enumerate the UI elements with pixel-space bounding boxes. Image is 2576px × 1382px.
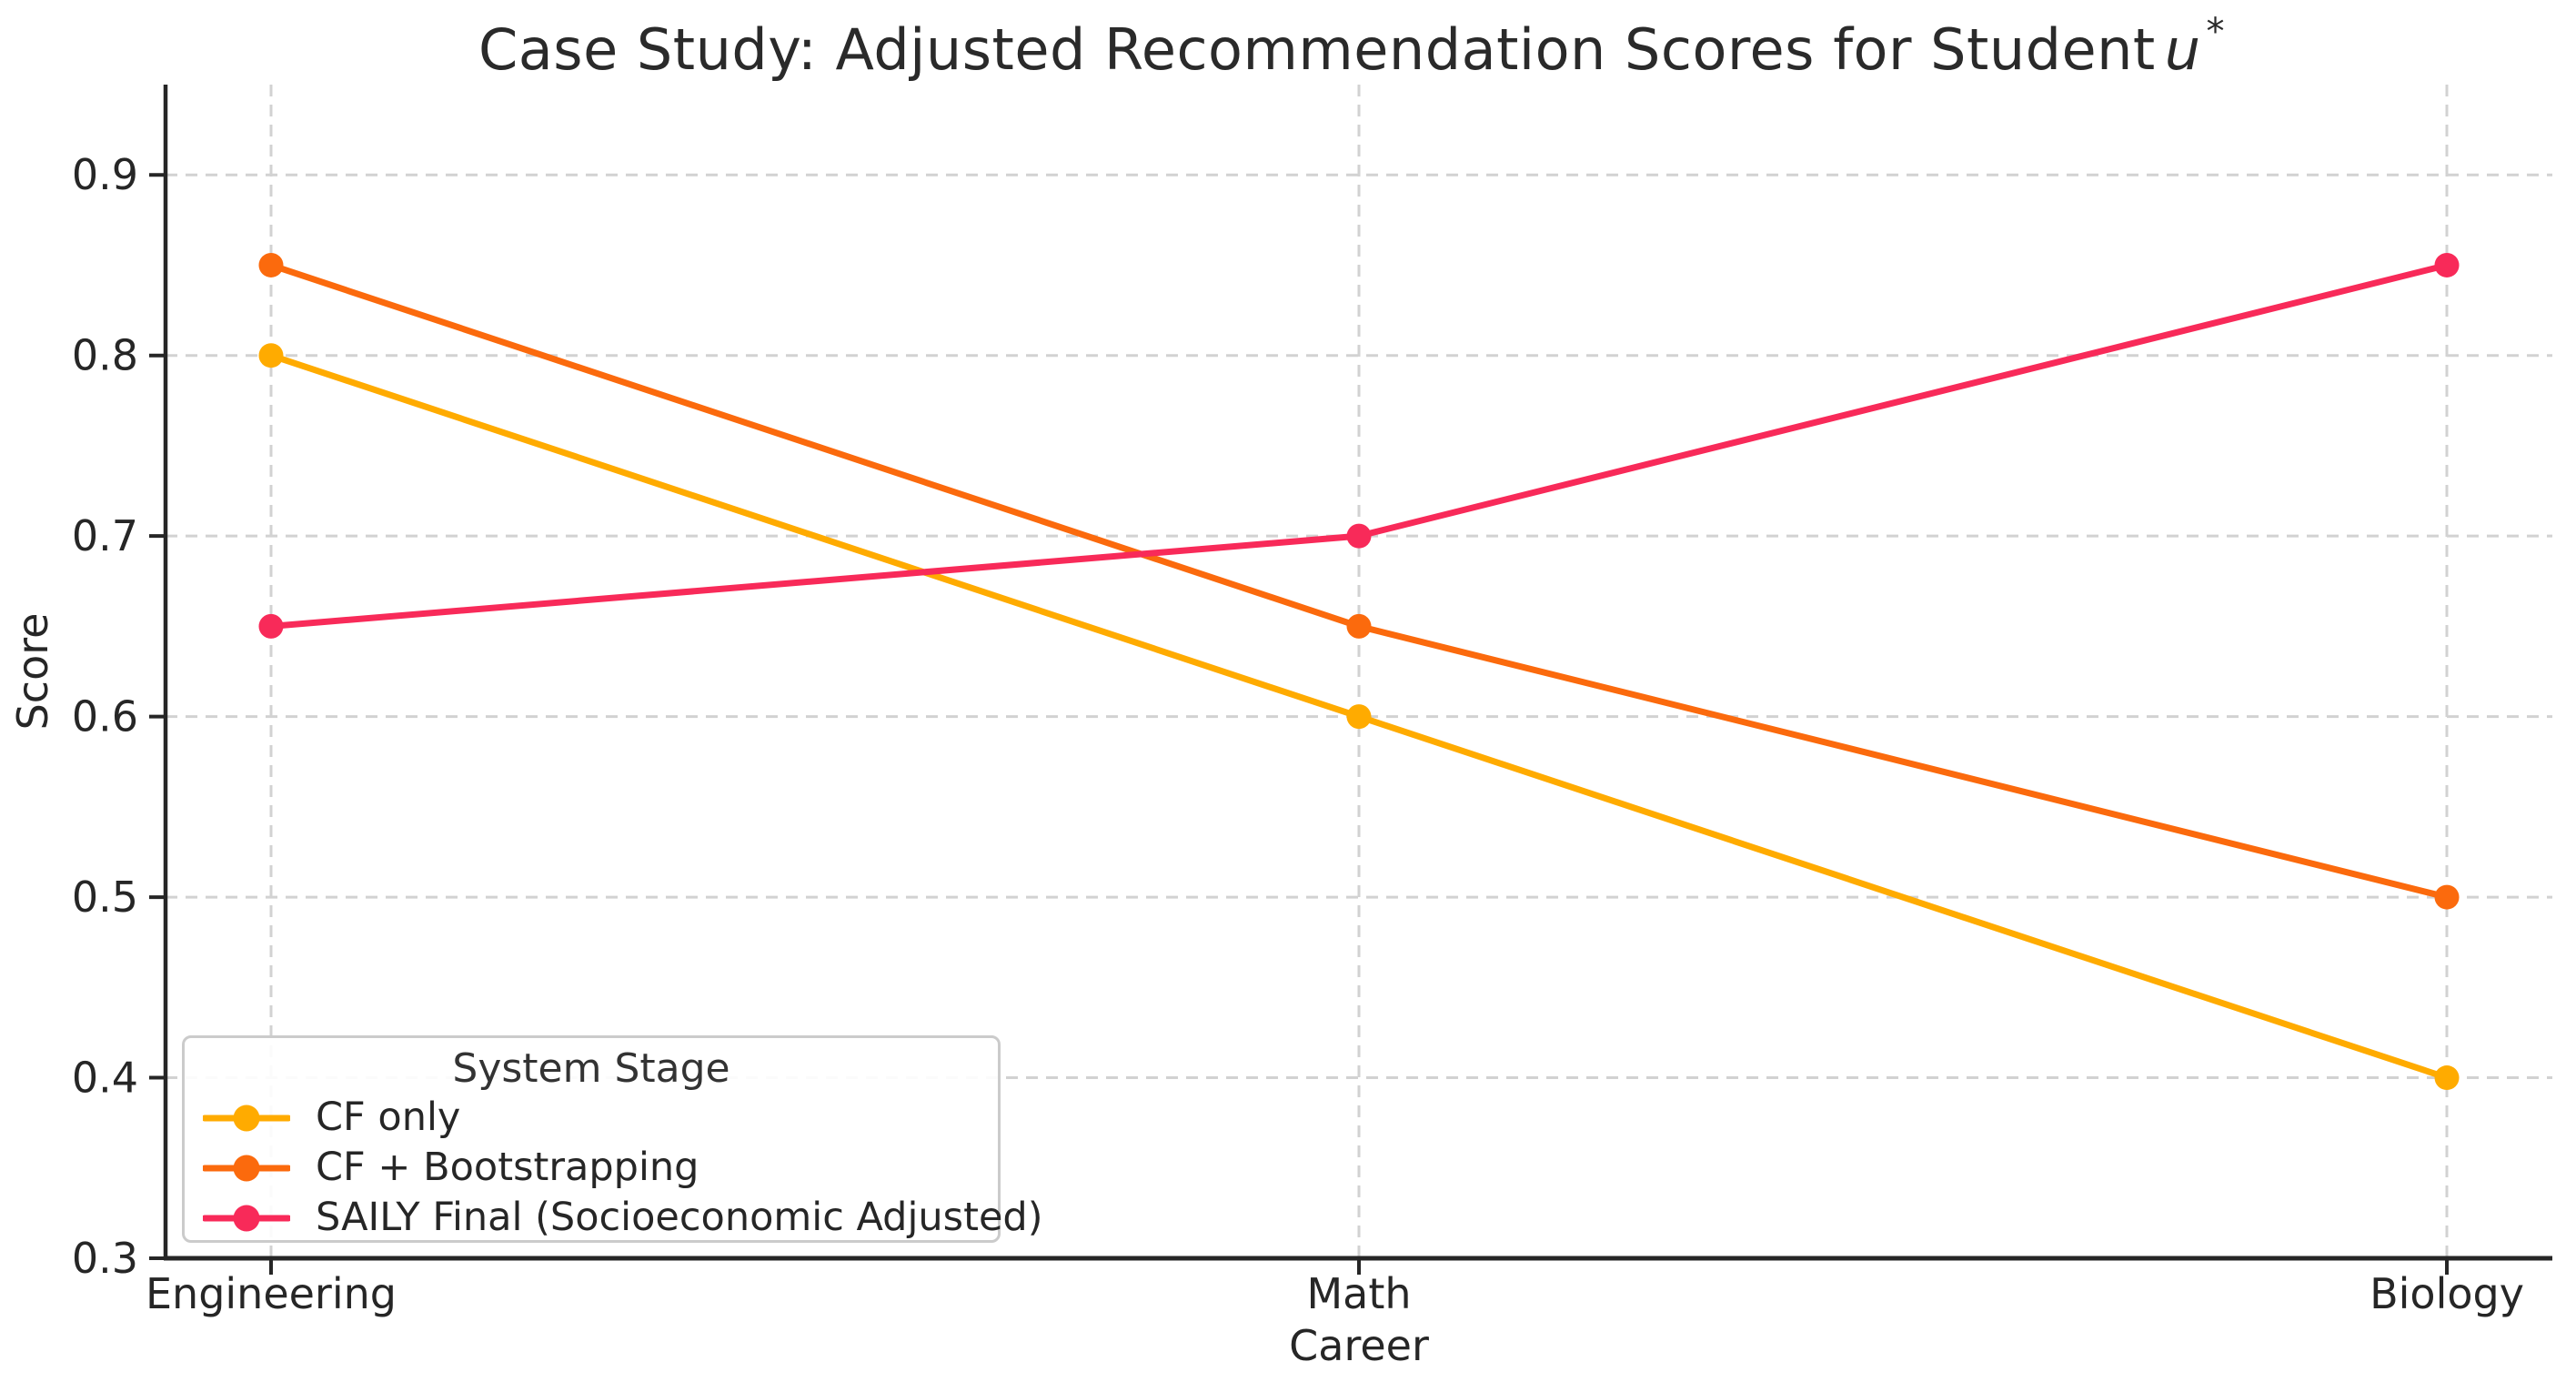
legend-marker-dot	[233, 1105, 260, 1131]
data-point-marker	[258, 613, 284, 639]
legend-marker-dot	[233, 1155, 260, 1181]
x-tick-label: Engineering	[146, 1269, 397, 1318]
data-point-marker	[1346, 523, 1372, 549]
data-point-marker	[2434, 1065, 2460, 1091]
data-point-marker	[2434, 252, 2460, 277]
data-point-marker	[2434, 884, 2460, 910]
legend-marker-dot	[233, 1205, 260, 1231]
x-tick-label: Biology	[2370, 1269, 2524, 1318]
x-axis-label: Career	[1289, 1321, 1429, 1370]
y-tick-label: 0.9	[72, 150, 138, 199]
y-tick-label: 0.3	[72, 1234, 138, 1283]
y-tick-label: 0.6	[72, 692, 138, 741]
data-point-marker	[1346, 613, 1372, 639]
legend-item: SAILY Final (Socioeconomic Adjusted)	[203, 1193, 1042, 1243]
legend-items: CF only CF + Bootstrapping SAILY Final (So…	[203, 1093, 1042, 1243]
legend-marker	[203, 1205, 290, 1231]
y-tick-label: 0.4	[72, 1054, 138, 1103]
legend-title: System Stage	[452, 1045, 730, 1092]
legend: System Stage CF only CF + Bootstrapping SA…	[182, 1035, 1042, 1243]
legend-item: CF + Bootstrapping	[203, 1143, 980, 1193]
chart-title-variable: u	[2164, 16, 2201, 83]
data-point-marker	[258, 343, 284, 368]
chart-title: Case Study: Adjusted Recommendation Scor…	[478, 11, 2225, 83]
legend-marker	[203, 1155, 290, 1181]
y-axis-label: Score	[8, 612, 57, 731]
data-point-marker	[258, 252, 284, 277]
legend-item-label: CF + Bootstrapping	[316, 1145, 699, 1190]
legend-item-label: SAILY Final (Socioeconomic Adjusted)	[316, 1195, 1043, 1240]
data-point-marker	[1346, 704, 1372, 730]
legend-item: CF only	[203, 1093, 980, 1143]
y-tick-label: 0.5	[72, 873, 138, 922]
series-line	[267, 261, 2450, 901]
legend-marker	[203, 1105, 290, 1131]
y-tick-label: 0.7	[72, 511, 138, 560]
chart-title-text: Case Study: Adjusted Recommendation Scor…	[478, 16, 2156, 83]
x-tick-label: Math	[1306, 1269, 1411, 1318]
y-tick-label: 0.8	[72, 331, 138, 380]
legend-item-label: CF only	[316, 1095, 461, 1140]
chart-title-superscript: *	[2206, 11, 2226, 53]
